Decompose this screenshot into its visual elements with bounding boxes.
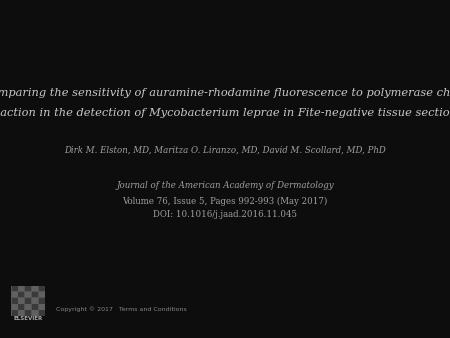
FancyBboxPatch shape	[11, 286, 45, 316]
FancyBboxPatch shape	[12, 298, 18, 304]
Text: Copyright © 2017   Terms and Conditions: Copyright © 2017 Terms and Conditions	[56, 307, 187, 312]
Text: Dirk M. Elston, MD, Maritza O. Liranzo, MD, David M. Scollard, MD, PhD: Dirk M. Elston, MD, Maritza O. Liranzo, …	[64, 146, 386, 155]
FancyBboxPatch shape	[18, 298, 24, 304]
Text: Comparing the sensitivity of auramine-rhodamine fluorescence to polymerase chain: Comparing the sensitivity of auramine-rh…	[0, 88, 450, 98]
FancyBboxPatch shape	[12, 286, 18, 291]
Text: Volume 76, Issue 5, Pages 992-993 (May 2017): Volume 76, Issue 5, Pages 992-993 (May 2…	[122, 197, 328, 206]
FancyBboxPatch shape	[25, 298, 31, 304]
FancyBboxPatch shape	[12, 292, 18, 297]
FancyBboxPatch shape	[25, 292, 31, 297]
FancyBboxPatch shape	[25, 304, 31, 310]
FancyBboxPatch shape	[39, 304, 45, 310]
Text: reaction in the detection of Mycobacterium leprae in Fite-negative tissue sectio: reaction in the detection of Mycobacteri…	[0, 108, 450, 118]
FancyBboxPatch shape	[18, 304, 24, 310]
Text: Journal of the American Academy of Dermatology: Journal of the American Academy of Derma…	[116, 182, 334, 190]
FancyBboxPatch shape	[39, 292, 45, 297]
FancyBboxPatch shape	[39, 286, 45, 291]
FancyBboxPatch shape	[32, 292, 38, 297]
FancyBboxPatch shape	[32, 304, 38, 310]
FancyBboxPatch shape	[32, 298, 38, 304]
FancyBboxPatch shape	[18, 286, 24, 291]
Text: DOI: 10.1016/j.jaad.2016.11.045: DOI: 10.1016/j.jaad.2016.11.045	[153, 210, 297, 219]
FancyBboxPatch shape	[39, 298, 45, 304]
FancyBboxPatch shape	[18, 310, 24, 316]
FancyBboxPatch shape	[25, 310, 31, 316]
Text: ELSEVIER: ELSEVIER	[14, 316, 43, 321]
FancyBboxPatch shape	[32, 310, 38, 316]
FancyBboxPatch shape	[25, 286, 31, 291]
FancyBboxPatch shape	[39, 310, 45, 316]
FancyBboxPatch shape	[32, 286, 38, 291]
FancyBboxPatch shape	[12, 304, 18, 310]
FancyBboxPatch shape	[18, 292, 24, 297]
FancyBboxPatch shape	[12, 310, 18, 316]
